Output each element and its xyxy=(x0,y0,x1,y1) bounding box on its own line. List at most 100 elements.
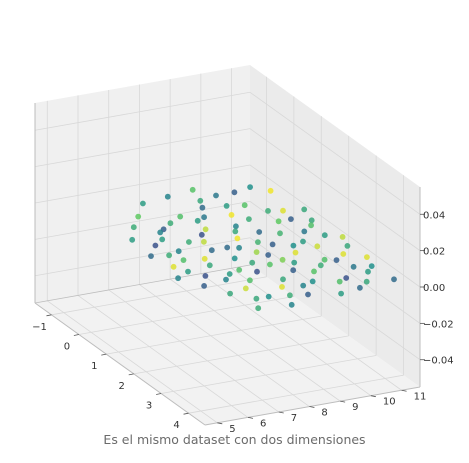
data-point xyxy=(368,263,375,269)
data-point xyxy=(291,259,298,266)
data-point xyxy=(167,220,174,227)
floor-grid-x xyxy=(78,296,294,335)
data-point xyxy=(242,285,249,292)
data-point xyxy=(189,186,196,193)
data-point xyxy=(256,229,263,235)
data-point xyxy=(202,273,209,279)
x-tick-mark xyxy=(101,353,107,356)
y-tick-label: 6 xyxy=(260,418,266,429)
data-point xyxy=(233,223,239,230)
data-point xyxy=(232,228,239,235)
data-point xyxy=(301,206,308,213)
y-tick-label: 5 xyxy=(229,424,235,435)
data-point xyxy=(164,193,171,200)
data-point xyxy=(223,203,230,209)
data-point xyxy=(344,243,351,249)
x-tick-mark xyxy=(183,412,189,415)
x-tick-mark xyxy=(73,334,79,336)
y-tick-mark xyxy=(370,395,376,398)
data-point xyxy=(159,236,166,243)
data-point xyxy=(208,247,215,254)
x-tick-label: −1 xyxy=(32,322,47,333)
y-tick-mark xyxy=(247,417,254,419)
back-grid-z xyxy=(249,91,421,215)
data-point xyxy=(223,276,229,283)
x-tick-mark xyxy=(46,314,52,317)
data-point xyxy=(279,284,285,290)
data-point xyxy=(231,255,238,262)
data-point xyxy=(177,213,184,220)
data-point xyxy=(175,275,182,282)
data-point xyxy=(340,251,347,257)
floor-grid-y xyxy=(47,300,218,424)
data-point xyxy=(129,236,136,243)
data-point xyxy=(265,252,272,258)
data-point xyxy=(194,217,201,224)
floor-grid-y xyxy=(139,284,310,407)
data-point xyxy=(236,244,243,251)
data-point xyxy=(197,197,204,204)
z-tick-label: 0.02 xyxy=(423,247,445,258)
floor-grid-x xyxy=(161,355,377,394)
data-point xyxy=(255,239,261,246)
data-point xyxy=(265,293,272,300)
data-point xyxy=(254,268,260,275)
x-tick-mark xyxy=(156,393,162,395)
data-point xyxy=(363,278,370,285)
data-point xyxy=(300,282,307,289)
data-point xyxy=(267,261,273,268)
data-point xyxy=(269,241,276,248)
data-point xyxy=(201,238,207,245)
data-point xyxy=(135,213,142,220)
data-point xyxy=(175,248,182,255)
data-point xyxy=(338,290,344,297)
data-point xyxy=(255,305,262,312)
back-grid-z xyxy=(249,164,421,288)
axis-lines xyxy=(34,103,425,426)
z-tick-label: 0.04 xyxy=(423,210,445,221)
floor-grid-y xyxy=(108,289,279,413)
y-tick-label: 7 xyxy=(291,413,297,424)
data-point xyxy=(224,244,231,251)
data-point xyxy=(247,184,254,191)
y-tick-label: 8 xyxy=(321,408,327,419)
data-point xyxy=(234,235,241,242)
data-point xyxy=(339,234,346,240)
y-tick-mark xyxy=(217,422,223,425)
floor-grid-x xyxy=(51,276,267,316)
data-point xyxy=(253,249,260,256)
data-point xyxy=(140,200,146,207)
floor-grid-x xyxy=(188,374,404,414)
data-point xyxy=(236,267,243,273)
y-tick-mark xyxy=(401,389,407,392)
x-axis-line xyxy=(34,302,206,426)
z-tick-label: −0.02 xyxy=(423,319,454,330)
data-point xyxy=(157,229,164,236)
data-point xyxy=(241,202,248,209)
data-point xyxy=(308,217,315,224)
data-point xyxy=(333,257,340,263)
y-tick-mark xyxy=(278,411,284,414)
data-point xyxy=(199,204,206,211)
y-tick-mark xyxy=(340,400,346,403)
data-point xyxy=(180,257,187,263)
left-grid-z xyxy=(34,237,251,277)
back-grid-z xyxy=(249,237,421,361)
data-point xyxy=(152,242,159,249)
grid-lines xyxy=(34,68,421,424)
data-point xyxy=(309,278,316,285)
data-point xyxy=(130,224,137,231)
y-tick-mark xyxy=(309,406,315,408)
left-grid-z xyxy=(34,164,251,204)
data-point xyxy=(275,218,282,225)
data-point xyxy=(246,216,252,223)
floor-grid-x xyxy=(133,335,349,375)
floor-grid-y xyxy=(231,267,402,391)
data-point xyxy=(317,262,324,269)
data-point xyxy=(364,254,370,260)
x-tick-mark xyxy=(128,373,134,376)
x-tick-label: 1 xyxy=(91,361,97,372)
data-point xyxy=(314,243,321,250)
floor-grid-x xyxy=(106,315,322,355)
